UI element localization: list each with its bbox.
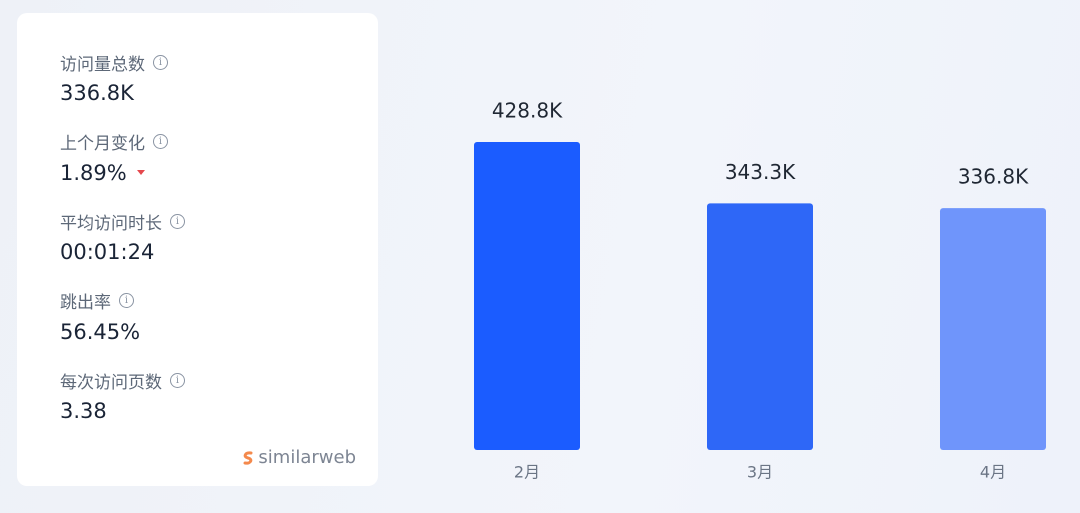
metric-label-row: 上个月变化 i <box>60 130 168 154</box>
metric-value: 56.45% <box>60 319 141 344</box>
bar <box>940 208 1046 450</box>
metric-value-row: 56.45% <box>60 319 140 345</box>
metric-value-row: 3.38 <box>60 398 185 424</box>
info-icon: i <box>153 54 168 70</box>
x-tick-label: 2月 <box>514 463 540 482</box>
metric-value: 00:01:24 <box>60 240 155 264</box>
info-icon: i <box>170 372 185 388</box>
metrics-card: similarweb 访问量总数 i 336.8K 上个月变化 i 1.89% 平均访问时长… <box>17 13 378 486</box>
metric-label-row: 访问量总数 i <box>60 50 168 75</box>
info-icon: i <box>119 293 134 308</box>
metric-label: 跳出率 <box>60 293 111 313</box>
metric-label-row: 平均访问时长 i <box>60 209 185 234</box>
info-icon: i <box>170 213 185 229</box>
metric-value: 1.89% <box>60 160 127 185</box>
metric: 平均访问时长 i 00:01:24 <box>60 209 185 265</box>
info-icon: i <box>153 134 168 149</box>
metric-label-row: 跳出率 i <box>60 289 140 313</box>
brand: similarweb <box>242 447 356 468</box>
metric: 上个月变化 i 1.89% <box>60 130 168 186</box>
bar <box>474 142 580 450</box>
metric-label: 平均访问时长 <box>60 213 162 234</box>
value-label: 428.8K <box>492 99 563 123</box>
metric-label: 访问量总数 <box>60 54 145 75</box>
metric-value-row: 1.89% <box>60 160 168 186</box>
bar <box>707 203 813 450</box>
metric-label: 每次访问页数 <box>60 372 162 393</box>
brand-name: similarweb <box>258 447 356 468</box>
metric-value-row: 00:01:24 <box>60 239 185 265</box>
metric: 访问量总数 i 336.8K <box>60 50 168 106</box>
x-tick-label: 3月 <box>747 463 773 482</box>
value-label: 336.8K <box>958 165 1029 189</box>
metric-value: 336.8K <box>60 81 134 105</box>
metric: 每次访问页数 i 3.38 <box>60 368 185 424</box>
metric: 跳出率 i 56.45% <box>60 289 140 345</box>
metric-value-row: 336.8K <box>60 80 168 106</box>
brand-logo <box>243 450 253 465</box>
x-tick-label: 4月 <box>980 463 1006 482</box>
value-label: 343.3K <box>725 160 796 184</box>
metric-label-row: 每次访问页数 i <box>60 368 185 393</box>
metric-value: 3.38 <box>60 399 107 423</box>
metric-label: 上个月变化 <box>60 134 145 154</box>
down-arrow <box>136 170 145 175</box>
